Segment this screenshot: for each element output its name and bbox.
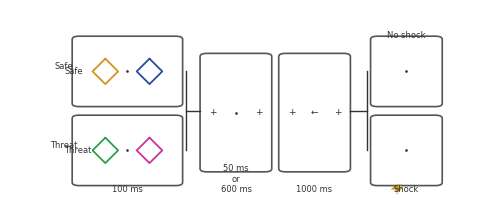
FancyBboxPatch shape bbox=[200, 53, 272, 172]
FancyBboxPatch shape bbox=[72, 36, 182, 107]
Text: +: + bbox=[209, 108, 216, 117]
Polygon shape bbox=[390, 185, 404, 194]
FancyBboxPatch shape bbox=[72, 115, 182, 186]
Text: +: + bbox=[255, 108, 262, 117]
Text: Threat: Threat bbox=[64, 146, 92, 155]
Text: ←: ← bbox=[311, 108, 318, 117]
Text: 100 ms: 100 ms bbox=[112, 185, 142, 194]
Text: Safe: Safe bbox=[64, 67, 82, 76]
FancyBboxPatch shape bbox=[370, 115, 442, 186]
Text: Shock: Shock bbox=[394, 185, 419, 194]
Text: +: + bbox=[288, 108, 296, 117]
Text: No shock: No shock bbox=[387, 31, 426, 40]
Text: 50 ms
or
600 ms: 50 ms or 600 ms bbox=[220, 164, 252, 194]
Text: +: + bbox=[334, 108, 342, 117]
Text: Safe: Safe bbox=[54, 62, 74, 71]
FancyBboxPatch shape bbox=[278, 53, 350, 172]
Text: 1000 ms: 1000 ms bbox=[296, 185, 332, 194]
FancyBboxPatch shape bbox=[370, 36, 442, 107]
Text: Threat: Threat bbox=[50, 141, 78, 150]
